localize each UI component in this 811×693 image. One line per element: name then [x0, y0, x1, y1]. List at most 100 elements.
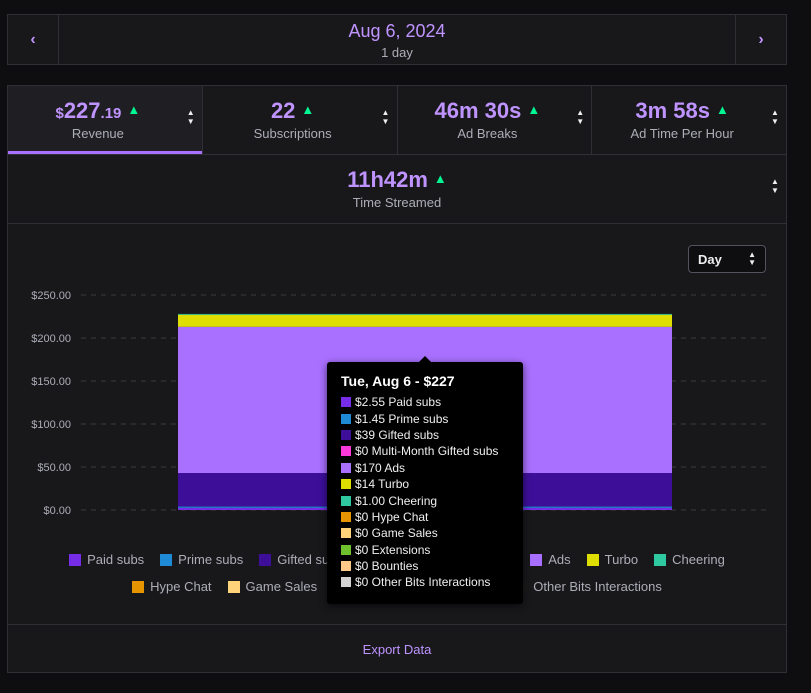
date-range-label: 1 day: [381, 45, 413, 60]
trend-up-icon: ▲: [527, 102, 541, 117]
legend-item[interactable]: Turbo: [586, 552, 639, 567]
legend-label: Cheering: [672, 552, 725, 567]
export-data-button[interactable]: Export Data: [362, 641, 432, 657]
legend-label: Prime subs: [178, 552, 244, 567]
sort-icon[interactable]: ▲ ▼: [576, 108, 585, 126]
legend-label: Ads: [548, 552, 571, 567]
legend-label: Hype Chat: [150, 579, 212, 594]
panel-footer: Export Data: [8, 624, 786, 673]
legend-item[interactable]: Prime subs: [160, 552, 243, 567]
stat-time-streamed[interactable]: 11h42m ▲ Time Streamed ▲ ▼: [8, 155, 786, 224]
stat-label: Ad Time Per Hour: [630, 126, 734, 141]
stat-label: Subscriptions: [253, 126, 332, 141]
y-tick-label: $100.00: [31, 419, 71, 431]
chevron-right-icon[interactable]: ›: [735, 15, 786, 64]
tooltip-row: $0 Bounties: [341, 558, 509, 574]
tooltip-row-label: $2.55 Paid subs: [355, 395, 442, 410]
tooltip-swatch: [341, 528, 351, 539]
tooltip-row: $0 Game Sales: [341, 525, 509, 541]
legend-swatch: [530, 553, 543, 566]
tooltip-row: $1.45 Prime subs: [341, 410, 509, 426]
tooltip-swatch: [341, 397, 351, 408]
period-select-value: Day: [698, 252, 722, 267]
legend-item[interactable]: Other Bits Interactions: [515, 579, 662, 594]
legend-swatch: [69, 553, 82, 566]
tooltip-swatch: [341, 577, 351, 588]
legend-item[interactable]: Hype Chat: [132, 579, 212, 594]
tooltip-swatch: [341, 429, 351, 440]
legend-item[interactable]: Ads: [530, 552, 571, 567]
tooltip-swatch: [341, 544, 351, 555]
tooltip-row: $14 Turbo: [341, 476, 509, 492]
legend-label: Gifted subs: [277, 552, 343, 567]
tooltip-row-label: $0 Bounties: [355, 559, 419, 574]
tooltip-row-label: $0 Other Bits Interactions: [355, 575, 491, 590]
tooltip-swatch: [341, 511, 351, 522]
tooltip-row: $0 Multi-Month Gifted subs: [341, 443, 509, 459]
tooltip-row-label: $39 Gifted subs: [355, 427, 440, 442]
legend-item[interactable]: Paid subs: [69, 552, 144, 567]
trend-up-icon: ▲: [301, 102, 315, 117]
date-navigator: ‹ Aug 6, 2024 1 day ›: [7, 14, 787, 65]
legend-swatch: [259, 553, 272, 566]
trend-up-icon: ▲: [127, 102, 141, 117]
tooltip-row: $0 Other Bits Interactions: [341, 574, 509, 590]
tooltip-row: $0 Extensions: [341, 542, 509, 558]
legend-item[interactable]: Game Sales: [227, 579, 317, 594]
y-tick-label: $150.00: [31, 376, 71, 388]
bar-segment-turbo[interactable]: [178, 314, 672, 327]
tooltip-row: $0 Hype Chat: [341, 509, 509, 525]
tooltip-swatch: [341, 561, 351, 572]
stat-label: Ad Breaks: [457, 126, 518, 141]
tooltip-swatch: [341, 446, 351, 457]
sort-icon[interactable]: ▲ ▼: [771, 177, 779, 195]
sort-icon[interactable]: ▲ ▼: [771, 108, 779, 126]
y-tick-label: $200.00: [31, 333, 71, 345]
tooltip-title: Tue, Aug 6 - $227: [341, 373, 455, 389]
stat-value: 46m 30s ▲: [434, 98, 541, 123]
stat-value: 3m 58s ▲: [635, 98, 729, 123]
stat-value: 11h42m ▲: [347, 167, 447, 192]
tooltip-row-label: $1.00 Cheering: [355, 493, 438, 508]
stat-label: Revenue: [71, 126, 124, 141]
chevron-left-icon[interactable]: ‹: [8, 15, 59, 64]
legend-item[interactable]: Gifted subs: [259, 552, 343, 567]
tooltip-row-label: $1.45 Prime subs: [355, 411, 449, 426]
y-tick-label: $250.00: [31, 290, 71, 302]
chart-tooltip: Tue, Aug 6 - $227 $2.55 Paid subs $1.45 P…: [327, 356, 523, 604]
tooltip-row-label: $0 Hype Chat: [355, 509, 429, 524]
stat-ad-time-per-hour[interactable]: 3m 58s ▲ Ad Time Per Hour ▲ ▼: [592, 86, 786, 154]
tooltip-row: $170 Ads: [341, 460, 509, 476]
tooltip-row: $1.00 Cheering: [341, 492, 509, 508]
tooltip-swatch: [341, 462, 351, 473]
sort-icon: ▲ ▼: [748, 250, 756, 267]
tooltip-swatch: [341, 413, 351, 424]
legend-swatch: [227, 580, 240, 593]
sort-icon[interactable]: ▲ ▼: [186, 108, 195, 126]
stats-row: $227.19 ▲ Revenue ▲ ▼ 22 ▲ Subscriptions ▲ ▼…: [8, 86, 786, 155]
stat-subscriptions[interactable]: 22 ▲ Subscriptions ▲ ▼: [203, 86, 398, 154]
stat-label: Time Streamed: [352, 195, 442, 210]
y-tick-label: $50.00: [37, 462, 71, 474]
trend-up-icon: ▲: [433, 171, 447, 186]
legend-swatch: [654, 553, 667, 566]
stat-revenue[interactable]: $227.19 ▲ Revenue ▲ ▼: [8, 86, 203, 154]
tooltip-row: $2.55 Paid subs: [341, 394, 509, 410]
legend-label: Turbo: [604, 552, 639, 567]
period-select[interactable]: Day ▲ ▼: [688, 245, 766, 273]
legend-swatch: [586, 553, 599, 566]
bar-segment-cheering[interactable]: [178, 313, 672, 315]
legend-label: Other Bits Interactions: [533, 579, 662, 594]
y-tick-label: $0.00: [43, 505, 71, 517]
stat-value: $227.19 ▲: [55, 98, 141, 123]
trend-up-icon: ▲: [716, 102, 729, 117]
legend-label: Paid subs: [87, 552, 145, 567]
legend-item[interactable]: Cheering: [654, 552, 725, 567]
date-title: Aug 6, 2024: [348, 21, 446, 41]
sort-icon[interactable]: ▲ ▼: [381, 108, 390, 126]
legend-swatch: [132, 580, 145, 593]
stat-ad-breaks[interactable]: 46m 30s ▲ Ad Breaks ▲ ▼: [398, 86, 593, 154]
tooltip-swatch: [341, 495, 351, 506]
tooltip-swatch: [341, 479, 351, 490]
tooltip-row-label: $0 Game Sales: [355, 526, 438, 541]
